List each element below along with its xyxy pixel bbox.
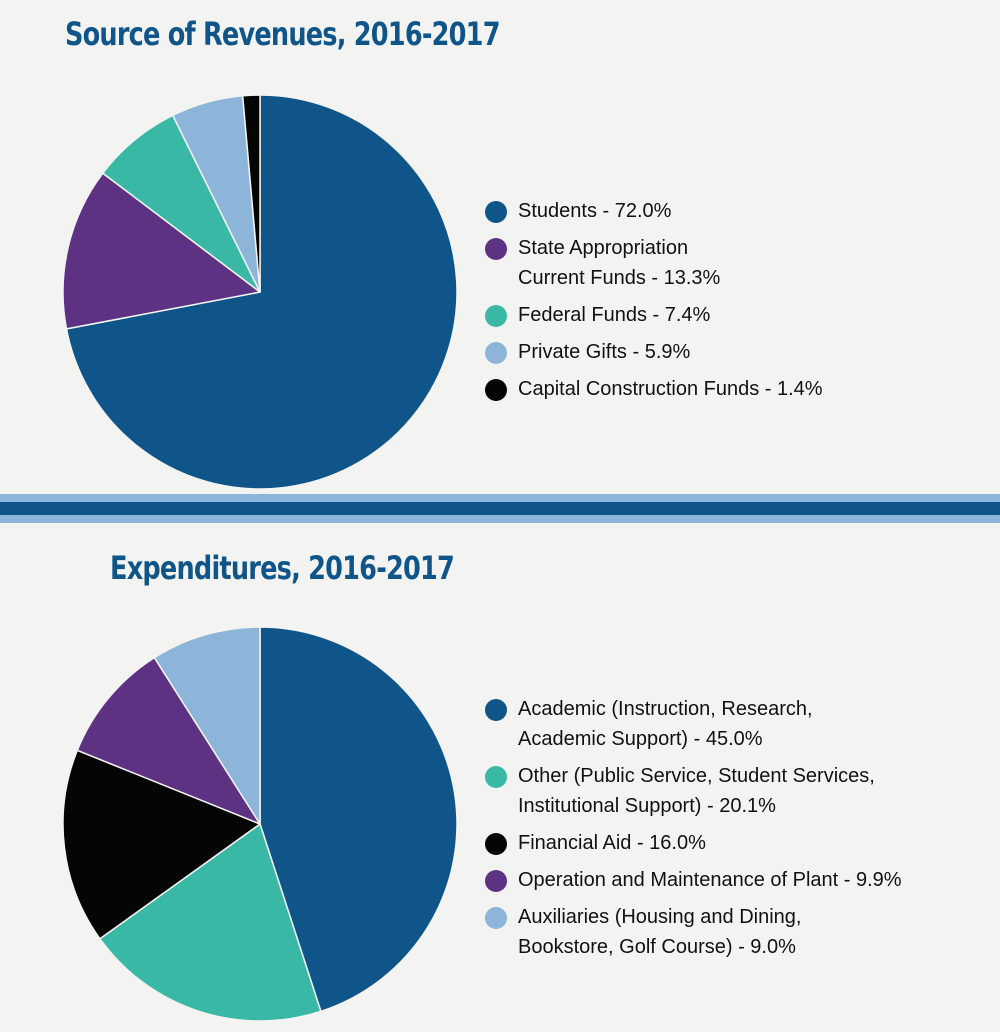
legend-item-auxiliaries: Auxiliaries (Housing and Dining, Booksto…	[485, 902, 902, 962]
revenues-pie-chart	[62, 94, 458, 490]
legend-swatch-financial-aid	[485, 833, 507, 855]
revenues-pie-slice-4	[241, 94, 261, 293]
legend-item-state-appropriation: State Appropriation Current Funds - 13.3…	[485, 233, 823, 293]
expenditures-legend: Academic (Instruction, Research, Academi…	[485, 694, 902, 969]
legend-swatch-private-gifts	[485, 342, 507, 364]
legend-swatch-capital-construction	[485, 379, 507, 401]
expenditures-pie-slice-1	[99, 823, 322, 1022]
revenues-chart-title: Source of Revenues, 2016-2017	[65, 15, 501, 53]
legend-label-operation-maintenance: Operation and Maintenance of Plant - 9.9…	[518, 869, 902, 891]
legend-item-federal-funds: Federal Funds - 7.4%	[485, 300, 823, 330]
revenues-pie-slice-0	[65, 94, 458, 490]
section-divider-band	[0, 502, 1000, 515]
expenditures-pie-chart	[62, 626, 458, 1022]
legend-label-academic: Academic (Instruction, Research, Academi…	[518, 698, 813, 750]
legend-item-financial-aid: Financial Aid - 16.0%	[485, 828, 902, 858]
legend-swatch-academic	[485, 699, 507, 721]
legend-swatch-students	[485, 201, 507, 223]
legend-label-capital-construction: Capital Construction Funds - 1.4%	[518, 378, 823, 400]
legend-swatch-federal-funds	[485, 305, 507, 327]
legend-item-operation-maintenance: Operation and Maintenance of Plant - 9.9…	[485, 865, 902, 895]
section-divider-bottom-stripe	[0, 515, 1000, 523]
legend-label-other: Other (Public Service, Student Services,…	[518, 765, 875, 817]
legend-label-state-appropriation: State Appropriation Current Funds - 13.3…	[518, 237, 721, 289]
revenues-legend: Students - 72.0% State Appropriation Cur…	[485, 196, 823, 411]
legend-item-private-gifts: Private Gifts - 5.9%	[485, 337, 823, 367]
expenditures-pie-slice-4	[153, 626, 261, 825]
section-divider-top-stripe	[0, 494, 1000, 502]
legend-label-auxiliaries: Auxiliaries (Housing and Dining, Booksto…	[518, 906, 802, 958]
legend-item-capital-construction: Capital Construction Funds - 1.4%	[485, 374, 823, 404]
legend-item-other: Other (Public Service, Student Services,…	[485, 761, 902, 821]
expenditures-pie-slice-3	[76, 656, 261, 825]
legend-swatch-operation-maintenance	[485, 870, 507, 892]
legend-swatch-other	[485, 766, 507, 788]
expenditures-pie-slice-0	[259, 626, 458, 1013]
legend-item-academic: Academic (Instruction, Research, Academi…	[485, 694, 902, 754]
legend-label-financial-aid: Financial Aid - 16.0%	[518, 832, 706, 854]
legend-label-private-gifts: Private Gifts - 5.9%	[518, 341, 691, 363]
revenues-pie-slice-1	[62, 172, 261, 330]
legend-swatch-state-appropriation	[485, 238, 507, 260]
expenditures-chart-title: Expenditures, 2016-2017	[110, 549, 455, 587]
expenditures-pie-slice-2	[62, 749, 261, 940]
legend-item-students: Students - 72.0%	[485, 196, 823, 226]
legend-label-federal-funds: Federal Funds - 7.4%	[518, 304, 711, 326]
legend-swatch-auxiliaries	[485, 907, 507, 929]
legend-label-students: Students - 72.0%	[518, 200, 672, 222]
